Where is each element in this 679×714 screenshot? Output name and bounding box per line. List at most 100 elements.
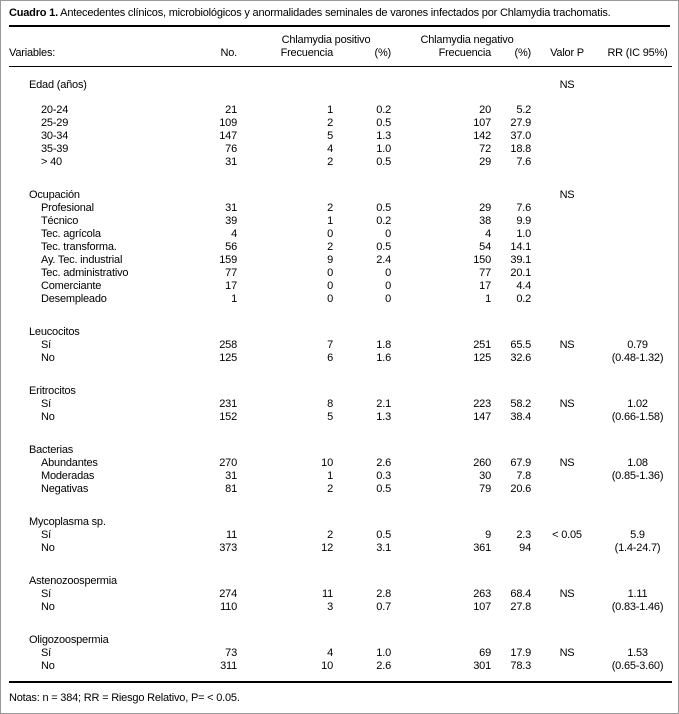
pct-neg-cell: 39.1 xyxy=(510,254,532,266)
pct-neg-cell: 4.4 xyxy=(516,280,532,292)
table-row: Sí 73 4 1.0 69 17.9 NS 1.53 xyxy=(9,647,672,660)
table-row: Moderadas 31 1 0.3 30 7.8 (0.85-1.36) xyxy=(9,470,672,483)
freq-neg-cell: 77 xyxy=(479,267,491,279)
freq-pos-cell: 12 xyxy=(321,542,333,554)
pct-pos-cell: 0.5 xyxy=(376,529,391,541)
col-group-chlamydia-positive: Chlamydia positivo xyxy=(281,34,371,46)
cell-empty xyxy=(187,575,237,588)
freq-neg-cell: 125 xyxy=(473,352,491,364)
row-label: Abundantes xyxy=(41,457,98,469)
cell-empty xyxy=(333,575,391,588)
pct-neg-cell: 5.2 xyxy=(516,104,532,116)
freq-neg-cell: 150 xyxy=(473,254,491,266)
no-cell: 73 xyxy=(225,647,237,659)
cell-empty xyxy=(491,575,531,588)
rr-cell xyxy=(603,215,672,228)
freq-pos-cell: 4 xyxy=(327,143,333,155)
col-header-variables: Variables: xyxy=(9,47,187,67)
table-caption-text: Antecedentes clínicos, microbiológicos y… xyxy=(57,7,611,19)
row-label: Tec. administrativo xyxy=(41,267,129,279)
table-footnote: Notas: n = 384; RR = Riesgo Relativo, P=… xyxy=(9,692,240,704)
pct-neg-cell: 67.9 xyxy=(510,457,532,469)
cell-empty xyxy=(391,326,491,339)
spacer-row xyxy=(9,614,672,634)
col-header-rr: RR (IC 95%) xyxy=(603,47,673,67)
table-row: No 373 12 3.1 361 94 (1.4-24.7) xyxy=(9,542,672,555)
p-value-cell xyxy=(531,326,603,339)
p-value-cell xyxy=(531,156,603,169)
row-label: No xyxy=(41,601,55,613)
rr-cell xyxy=(603,293,672,306)
col-header-frequency-positive: Frecuencia xyxy=(237,47,333,67)
pct-neg-cell: 78.3 xyxy=(510,660,532,672)
cell-empty xyxy=(491,189,531,202)
table-row: 20-24 21 1 0.2 20 5.2 xyxy=(9,104,672,117)
row-label: > 40 xyxy=(41,156,62,168)
pct-pos-cell: 0.5 xyxy=(376,241,391,253)
pct-neg-cell: 37.0 xyxy=(510,130,532,142)
row-label: Sí xyxy=(41,339,51,351)
p-value-cell xyxy=(531,202,603,215)
cell-empty xyxy=(603,634,672,647)
cell-empty xyxy=(237,634,333,647)
cell-empty xyxy=(603,326,672,339)
table-row: Sí 258 7 1.8 251 65.5 NS 0.79 xyxy=(9,339,672,352)
pct-pos-cell: 0 xyxy=(385,228,391,240)
section-header-row: Ocupación NS xyxy=(9,189,672,202)
no-cell: 76 xyxy=(225,143,237,155)
section-label: Leucocitos xyxy=(29,326,80,338)
pct-pos-cell: 1.0 xyxy=(376,647,391,659)
cell-empty xyxy=(333,444,391,457)
p-value-cell xyxy=(531,444,603,457)
cell-empty xyxy=(603,444,672,457)
freq-pos-cell: 2 xyxy=(327,117,333,129)
cell-empty xyxy=(237,444,333,457)
no-cell: 373 xyxy=(219,542,237,554)
rr-cell xyxy=(603,130,672,143)
freq-pos-cell: 7 xyxy=(327,339,333,351)
pct-neg-cell: 20.6 xyxy=(510,483,532,495)
table-caption: Cuadro 1. Antecedentes clínicos, microbi… xyxy=(9,1,670,27)
freq-pos-cell: 2 xyxy=(327,241,333,253)
col-header-frequency-negative: Frecuencia xyxy=(391,47,491,67)
pct-neg-cell: 14.1 xyxy=(510,241,532,253)
freq-neg-cell: 223 xyxy=(473,398,491,410)
table-row: Negativas 81 2 0.5 79 20.6 xyxy=(9,483,672,496)
cell-empty xyxy=(237,189,333,202)
cell-empty xyxy=(391,79,491,92)
cell-empty xyxy=(603,516,672,529)
col-group-chlamydia-negative: Chlamydia negativo xyxy=(420,34,514,46)
p-value-cell xyxy=(531,352,603,365)
table-row: Sí 274 11 2.8 263 68.4 NS 1.11 xyxy=(9,588,672,601)
rr-cell: (0.83-1.46) xyxy=(611,601,664,613)
pct-neg-cell: 1.0 xyxy=(516,228,532,240)
table-row: Desempleado 1 0 0 1 0.2 xyxy=(9,293,672,306)
p-value-cell xyxy=(531,143,603,156)
p-value-cell: NS xyxy=(559,189,575,201)
rr-cell xyxy=(603,280,672,293)
row-label: 35-39 xyxy=(41,143,69,155)
row-label: Tec. agrícola xyxy=(41,228,101,240)
cell-empty xyxy=(333,516,391,529)
cell-empty xyxy=(333,385,391,398)
cell-empty xyxy=(187,326,237,339)
p-value-cell: NS xyxy=(559,588,575,600)
col-header-no: No. xyxy=(187,47,237,67)
freq-pos-cell: 11 xyxy=(321,588,333,600)
row-label: Sí xyxy=(41,647,51,659)
section-label: Oligozoospermia xyxy=(29,634,109,646)
freq-neg-cell: 38 xyxy=(479,215,491,227)
freq-neg-cell: 147 xyxy=(473,411,491,423)
pct-pos-cell: 0.5 xyxy=(376,483,391,495)
rr-cell xyxy=(603,143,672,156)
cell-empty xyxy=(491,385,531,398)
table-row: 30-34 147 5 1.3 142 37.0 xyxy=(9,130,672,143)
cell-empty xyxy=(491,326,531,339)
spacer xyxy=(9,614,672,634)
cell-empty xyxy=(603,575,672,588)
p-value-cell xyxy=(531,542,603,555)
pct-neg-cell: 7.6 xyxy=(516,156,532,168)
cell-empty xyxy=(491,79,531,92)
table-row: > 40 31 2 0.5 29 7.6 xyxy=(9,156,672,169)
